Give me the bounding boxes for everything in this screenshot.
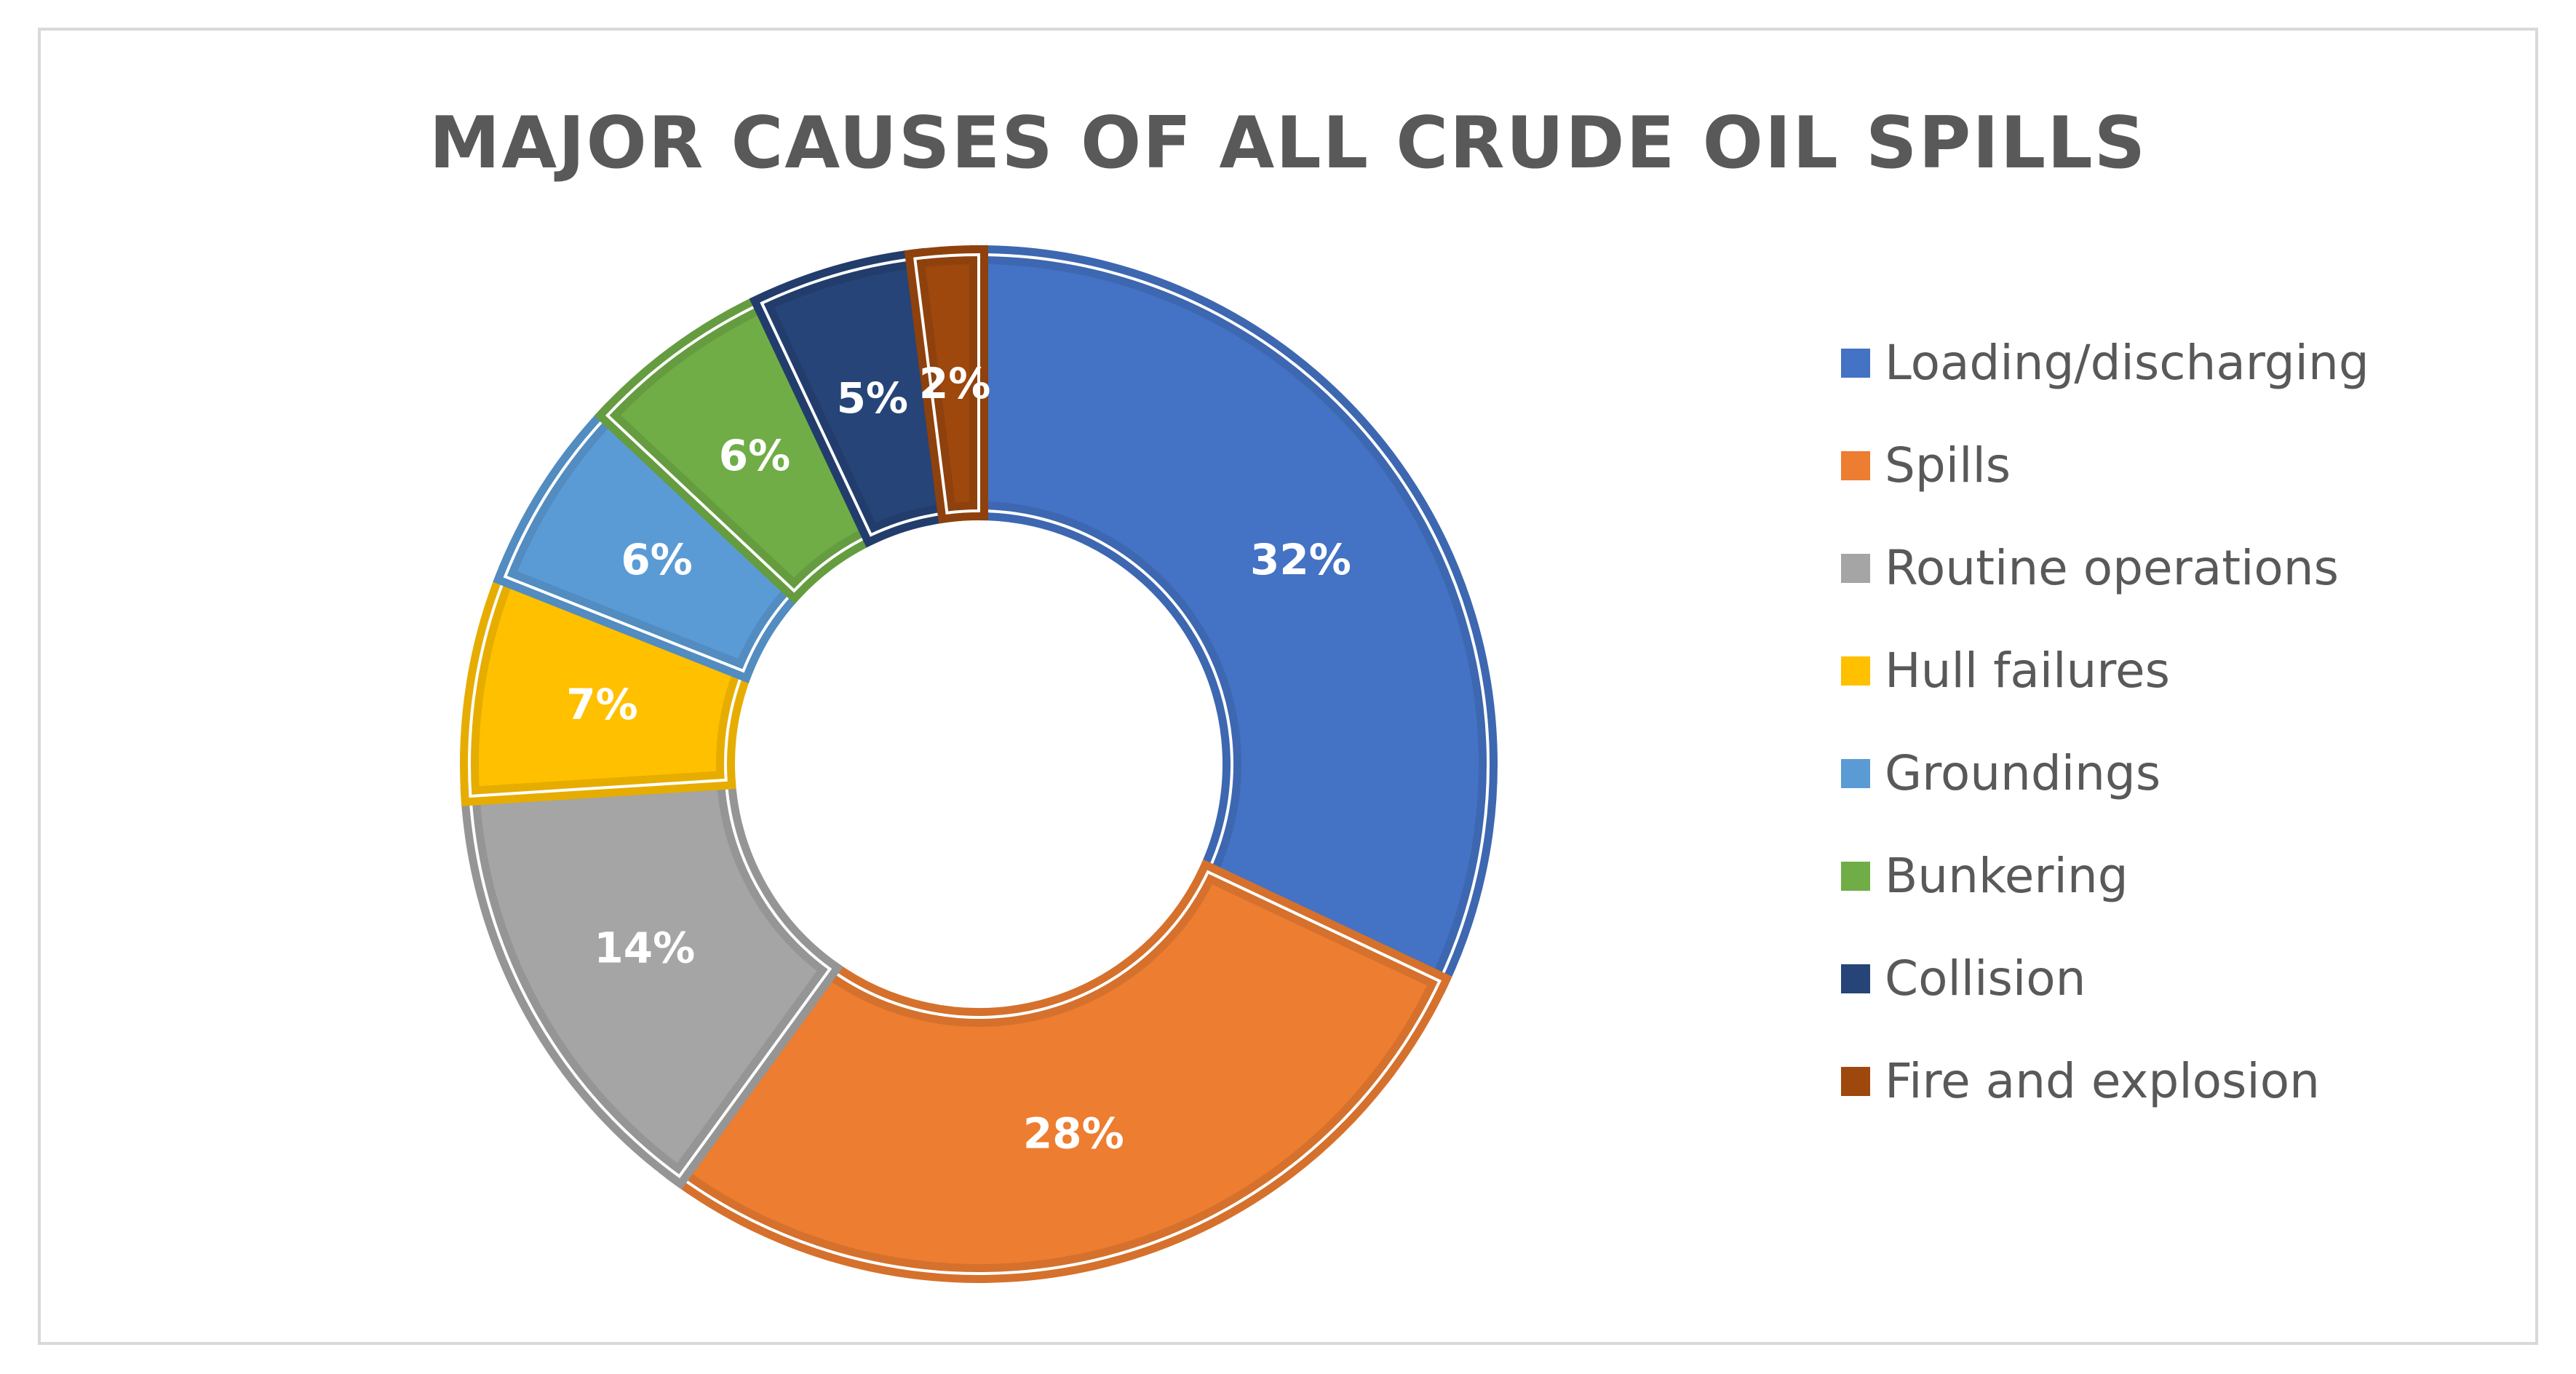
data-label-bunkering: 6% [719,431,790,480]
legend-item-loading-discharging: Loading/discharging [1841,311,2369,414]
legend-item-hull-failures: Hull failures [1841,619,2369,722]
legend-label: Groundings [1885,745,2161,801]
data-label-hull-failures: 7% [566,680,637,729]
legend-swatch [1841,964,1870,993]
slice-border-loading-discharging [977,253,1490,983]
legend-swatch [1841,1066,1870,1096]
legend-label: Spills [1885,437,2011,493]
donut-data-labels: 32% 28% 14% 7% 6% 6% 5% 2% [566,359,1351,1159]
slice-border-spills [677,870,1442,1276]
legend-item-groundings: Groundings [1841,722,2369,825]
legend-item-bunkering: Bunkering [1841,825,2369,927]
legend-label: Fire and explosion [1885,1053,2320,1109]
donut-slices [460,245,1498,1283]
data-label-routine-operations: 14% [594,923,695,972]
legend-label: Loading/discharging [1885,335,2369,391]
slice-border-routine-operations [469,778,832,1179]
data-label-collision: 5% [837,373,908,423]
legend-item-spills: Spills [1841,414,2369,517]
slice-loading-discharging [969,245,1498,994]
legend-swatch [1841,553,1870,583]
legend-label: Bunkering [1885,848,2128,904]
legend-label: Routine operations [1885,540,2340,596]
legend-item-collision: Collision [1841,927,2369,1030]
chart-legend: Loading/discharging Spills Routine operati… [1841,311,2369,1132]
data-label-groundings: 6% [621,535,692,584]
chart-title: MAJOR CAUSES OF ALL CRUDE OIL SPILLS [429,102,2147,185]
legend-item-fire-and-explosion: Fire and explosion [1841,1030,2369,1132]
legend-label: Collision [1885,950,2086,1006]
legend-swatch [1841,861,1870,891]
legend-swatch [1841,450,1870,480]
legend-swatch [1841,656,1870,686]
data-label-fire-and-explosion: 2% [919,359,990,408]
slice-border-fire-and-explosion [913,253,980,515]
data-label-spills: 28% [1023,1109,1124,1159]
legend-label: Hull failures [1885,643,2170,699]
legend-item-routine-operations: Routine operations [1841,517,2369,619]
legend-swatch [1841,758,1870,788]
legend-swatch [1841,348,1870,378]
data-label-loading-discharging: 32% [1250,535,1351,584]
